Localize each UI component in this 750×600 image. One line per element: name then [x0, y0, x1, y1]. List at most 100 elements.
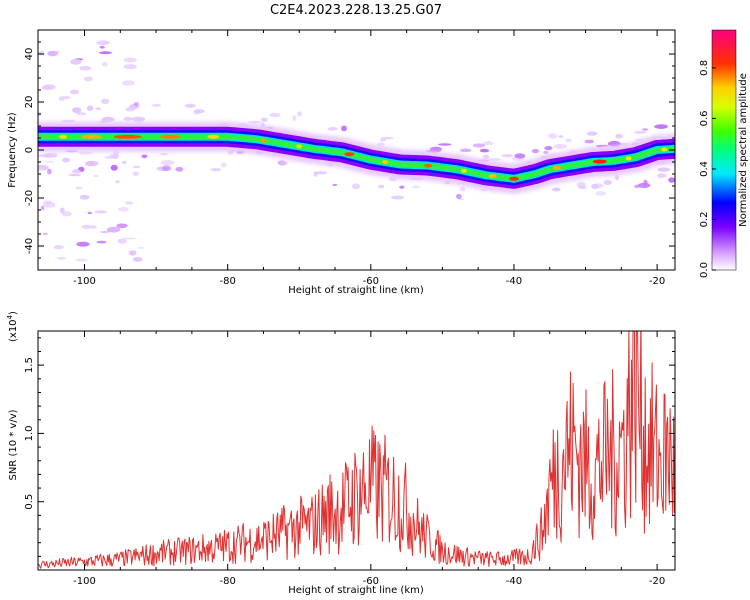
- noise-blob: [391, 195, 405, 200]
- noise-blob: [637, 182, 651, 189]
- noise-blob: [654, 124, 668, 129]
- noise-blob: [327, 127, 338, 131]
- noise-blob: [98, 51, 112, 55]
- ridge-hotspot: [592, 159, 607, 164]
- ridge-hotspot: [661, 147, 668, 152]
- noise-blob: [42, 84, 56, 90]
- noise-blob: [501, 154, 514, 158]
- snr-series-line: [38, 331, 675, 569]
- noise-blob: [95, 107, 102, 111]
- snr-x-axis: -100 -80 -60 -40 -20: [73, 331, 665, 587]
- colorbar-tick-label: 0.6: [699, 110, 710, 126]
- noise-blob: [437, 143, 452, 146]
- ridge-hotspots: [59, 134, 668, 181]
- noise-blob: [86, 105, 94, 111]
- colorbar: 0.0 0.2 0.4 0.6 0.8 Normalized spectral ampl…: [699, 29, 749, 278]
- figure-title: C2E4.2023.228.13.25.G07: [270, 3, 442, 18]
- noise-blob: [482, 154, 490, 160]
- noise-blob: [412, 185, 421, 189]
- noise-blob: [61, 211, 72, 217]
- noise-blob: [123, 57, 137, 63]
- heatmap-y-tick-label: 20: [24, 96, 35, 109]
- noise-blob: [332, 183, 338, 187]
- heatmap-x-tick-label: -40: [506, 276, 522, 287]
- noise-blob: [93, 174, 99, 178]
- noise-blob: [160, 160, 175, 166]
- noise-blob: [44, 160, 55, 163]
- noise-blob: [458, 198, 464, 201]
- noise-blob: [151, 104, 162, 107]
- snr-x-tick-label: -60: [363, 576, 379, 587]
- noise-blob: [261, 117, 268, 122]
- noise-blob: [110, 164, 118, 171]
- noise-blob: [657, 167, 671, 172]
- noise-blob: [42, 232, 48, 236]
- ridge-hotspot: [460, 168, 467, 173]
- ridge-hotspot: [382, 160, 389, 164]
- noise-blob: [278, 161, 289, 166]
- snr-y-tick-label: 1.0: [24, 425, 35, 441]
- heatmap-x-label: Height of straight line (km): [288, 285, 424, 296]
- noise-blob: [220, 162, 227, 168]
- exponent-power: 4: [6, 314, 14, 319]
- ridge-hotspot: [344, 152, 355, 157]
- snr-x-tick-label: -100: [73, 576, 96, 587]
- noise-blob: [59, 207, 65, 214]
- noise-blob: [123, 64, 137, 70]
- noise-blob: [487, 158, 501, 161]
- heatmap-y-tick-label: 0: [24, 147, 35, 153]
- noise-blob: [115, 180, 120, 184]
- snr-x-label: Height of straight line (km): [288, 585, 424, 596]
- noise-blob: [315, 171, 328, 175]
- noise-blob: [78, 151, 93, 155]
- noise-blob: [633, 130, 647, 134]
- noise-blob: [584, 139, 595, 144]
- ridge-hotspot: [488, 174, 497, 179]
- noise-blob: [83, 76, 94, 82]
- noise-blob: [578, 185, 586, 189]
- noise-blob: [68, 173, 82, 177]
- noise-blob: [460, 148, 472, 153]
- noise-blob: [123, 116, 133, 121]
- heatmap-x-tick-label: -20: [649, 276, 665, 287]
- noise-blob: [75, 186, 83, 190]
- colorbar-frame: [711, 29, 737, 271]
- noise-blob: [558, 135, 564, 139]
- snr-y-tick-label: 1.5: [24, 357, 35, 373]
- noise-blob: [603, 180, 612, 185]
- noise-blob: [43, 155, 56, 158]
- noise-blob: [141, 154, 148, 159]
- noise-blob: [380, 139, 387, 142]
- noise-blob: [482, 141, 494, 146]
- noise-blob: [76, 112, 87, 116]
- colorbar-tick-label: 0.4: [699, 161, 710, 177]
- noise-blob: [40, 205, 45, 211]
- heatmap-x-tick-label: -100: [73, 276, 96, 287]
- noise-blob: [128, 250, 137, 256]
- noise-blob: [565, 138, 572, 143]
- noise-blob: [544, 146, 553, 151]
- heatmap-y-label: Frequency (Hz): [7, 112, 18, 188]
- noise-blob: [132, 116, 146, 122]
- noise-blob: [96, 40, 110, 46]
- noise-blob: [79, 194, 90, 200]
- noise-blob: [297, 111, 302, 117]
- noise-blob: [96, 240, 107, 244]
- heatmap-y-tick-label: -40: [24, 238, 35, 254]
- snr-frame: [37, 330, 676, 571]
- noise-blob: [101, 98, 110, 105]
- snr-x-tick-label: -20: [649, 576, 665, 587]
- noise-blob: [341, 125, 347, 132]
- noise-blob: [376, 142, 385, 147]
- noise-blob: [87, 211, 93, 215]
- noise-blob: [175, 166, 184, 172]
- ridge-green: [38, 134, 675, 182]
- noise-blob: [85, 161, 99, 167]
- colorbar-tick-label: 0.8: [699, 60, 710, 76]
- noise-blob: [591, 183, 604, 189]
- noise-blob: [122, 237, 137, 240]
- noise-blob: [184, 103, 196, 108]
- noise-blob: [614, 174, 620, 181]
- noise-blob: [193, 109, 205, 114]
- noise-blob: [543, 151, 549, 154]
